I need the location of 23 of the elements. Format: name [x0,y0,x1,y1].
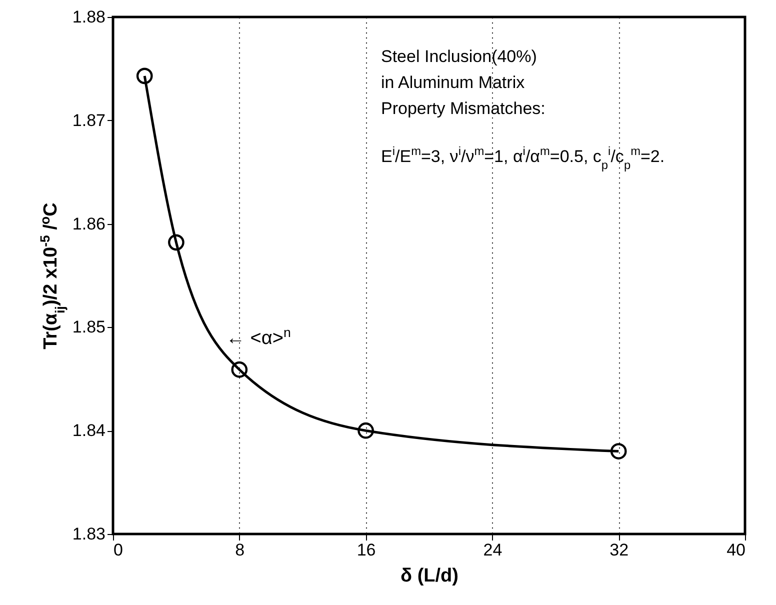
x-axis-title: δ (L/d) [400,566,458,586]
y-tick-label: 1.85 [72,318,106,337]
point [358,422,374,439]
annotation: Property Mismatches: [381,99,546,118]
x-tick-label: 40 [726,540,746,560]
point [136,68,153,84]
y-tick-label: 1.86 [72,214,106,234]
annotation: in Aluminum Matrix [381,73,526,92]
point [168,234,184,251]
x-tick-label: 32 [610,540,629,560]
x-tick-label: 0 [114,540,123,560]
y-tick-label: 1.87 [72,110,106,130]
y-tick-label: 1.83 [72,524,106,544]
point [610,443,627,460]
x-tick-label: 8 [235,540,245,560]
x-tick-label: 24 [483,540,502,560]
y-tick-label: 1.88 [72,8,106,26]
y-tick-label: 1.84 [72,421,106,440]
point [231,361,248,378]
x-tick-label: 16 [356,540,376,560]
annotation: Steel Inclusion(40%) [381,47,537,66]
annotation: ← <α>$^{n}$ [226,324,291,349]
text: E$^{i}$/E$^{m}$=3, ν$^{i}$/ν$^{m}$=1, α$^{i}$/α$^{m}$=0.5, c$_{p}$$^{i}$/c$_{p}$$^{m}$=2. [381,144,665,172]
